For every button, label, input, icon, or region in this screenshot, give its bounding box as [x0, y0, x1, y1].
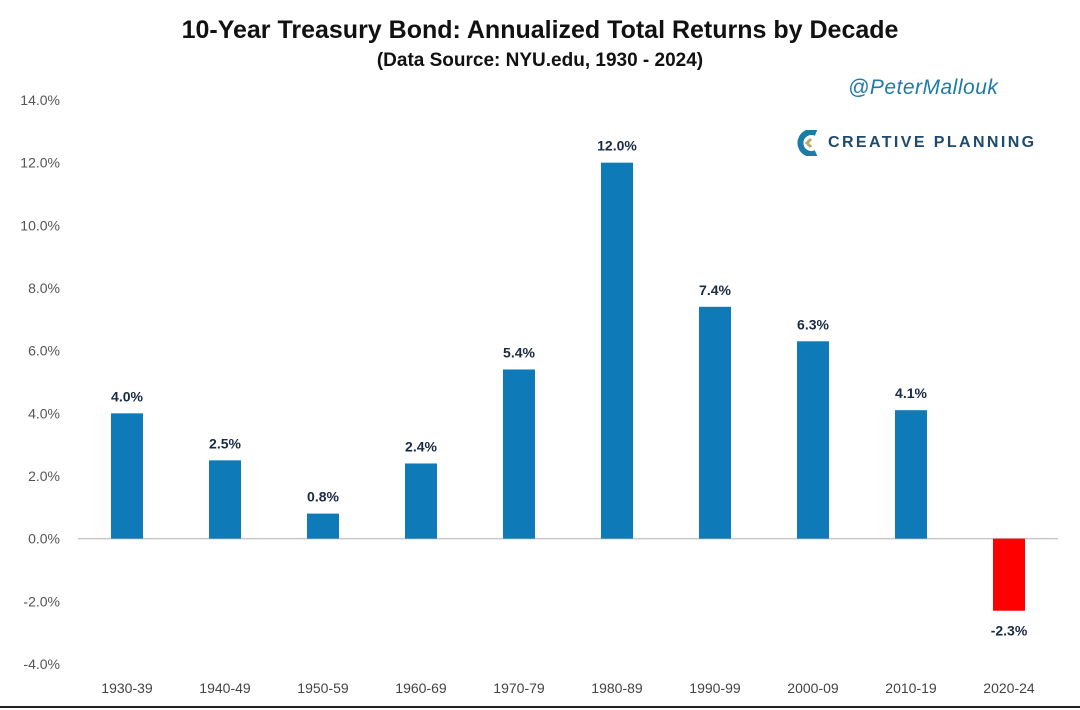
x-category-label: 1960-69 [395, 680, 447, 696]
y-tick-label: 6.0% [28, 343, 60, 359]
data-label: 7.4% [699, 282, 731, 298]
creative-planning-logo-icon [797, 130, 818, 156]
data-label: 4.0% [111, 388, 143, 404]
x-category-label: 1970-79 [493, 680, 545, 696]
data-label: 2.4% [405, 438, 437, 454]
y-tick-label: 10.0% [20, 217, 60, 233]
y-tick-label: 14.0% [20, 92, 60, 108]
bar-1980-89 [601, 162, 633, 539]
x-category-label: 1940-49 [199, 680, 251, 696]
y-tick-label: -4.0% [23, 656, 60, 672]
data-label: 5.4% [503, 344, 535, 360]
chart-title: 10-Year Treasury Bond: Annualized Total … [181, 16, 899, 44]
x-category-label: 2020-24 [983, 680, 1035, 696]
bar-1970-79 [503, 369, 535, 539]
x-category-label: 1950-59 [297, 680, 349, 696]
bar-2020-24 [993, 538, 1025, 611]
bar-1960-69 [405, 463, 437, 539]
x-category-label: 1930-39 [101, 680, 153, 696]
data-label: 2.5% [209, 435, 241, 451]
x-category-label: 1990-99 [689, 680, 741, 696]
data-label: 6.3% [797, 316, 829, 332]
data-label: -2.3% [991, 623, 1028, 639]
brand-name: CREATIVE PLANNING [828, 134, 1037, 151]
data-label: 4.1% [895, 385, 927, 401]
data-label: 12.0% [597, 138, 637, 154]
bar-1930-39 [111, 413, 143, 539]
bar-1940-49 [209, 460, 241, 539]
y-tick-label: 8.0% [28, 280, 60, 296]
y-tick-label: -2.0% [23, 593, 60, 609]
y-tick-label: 4.0% [28, 405, 60, 421]
chart-subtitle: (Data Source: NYU.edu, 1930 - 2024) [376, 50, 704, 71]
bar-2000-09 [797, 341, 829, 539]
bar-1990-99 [699, 306, 731, 539]
x-category-label: 2000-09 [787, 680, 839, 696]
y-tick-label: 12.0% [20, 155, 60, 171]
x-category-label: 1980-89 [591, 680, 643, 696]
data-label: 0.8% [307, 489, 339, 505]
bar-2010-19 [895, 410, 927, 539]
y-tick-label: 2.0% [28, 468, 60, 484]
brand-logo: CREATIVE PLANNING [796, 130, 1037, 156]
x-category-label: 2010-19 [885, 680, 937, 696]
bottom-border [0, 706, 1080, 708]
y-tick-label: 0.0% [28, 531, 60, 547]
bar-1950-59 [307, 513, 339, 539]
author-handle: @PeterMallouk [848, 76, 999, 99]
